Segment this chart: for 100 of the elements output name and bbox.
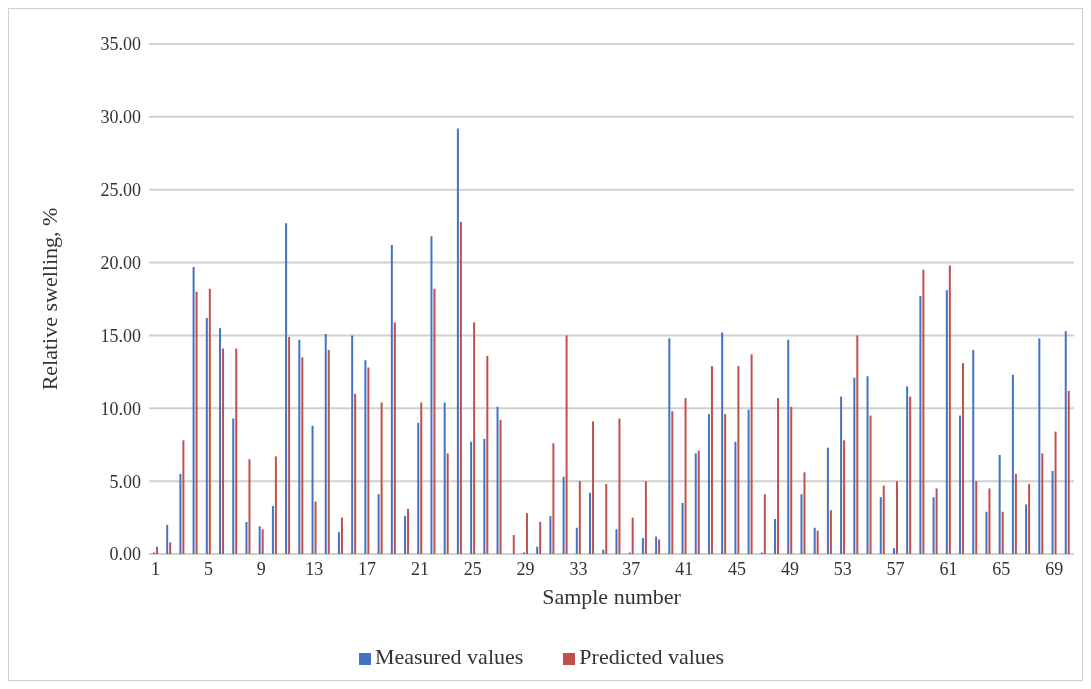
bar xyxy=(205,317,208,554)
bar xyxy=(919,296,922,554)
bar xyxy=(351,335,354,554)
x-tick-label: 5 xyxy=(203,558,213,579)
bar xyxy=(1028,484,1031,554)
bar xyxy=(354,393,357,554)
bar xyxy=(948,265,951,554)
bar xyxy=(589,492,592,554)
y-tick-label: 30.00 xyxy=(100,107,141,128)
x-tick-label: 69 xyxy=(1045,558,1064,579)
bar xyxy=(935,488,938,554)
bar xyxy=(972,350,975,554)
y-tick-label: 15.00 xyxy=(100,325,141,346)
bar xyxy=(932,497,935,554)
bar xyxy=(565,335,568,554)
bar xyxy=(380,402,383,554)
bar xyxy=(892,548,895,554)
bar xyxy=(879,497,882,554)
bar xyxy=(882,485,885,554)
bar xyxy=(575,527,578,554)
x-tick-label: 57 xyxy=(886,558,905,579)
bar xyxy=(248,459,251,554)
x-tick-label: 37 xyxy=(622,558,641,579)
bar xyxy=(1041,453,1044,554)
bar xyxy=(1011,374,1014,554)
bar xyxy=(1067,390,1070,554)
y-tick-label: 10.00 xyxy=(100,398,141,419)
bar xyxy=(988,488,991,554)
bar xyxy=(681,503,684,554)
bar xyxy=(959,415,962,554)
bar xyxy=(219,328,222,554)
bar xyxy=(417,422,420,554)
bar xyxy=(390,245,393,554)
x-tick-label: 41 xyxy=(675,558,694,579)
bar xyxy=(684,398,687,554)
x-tick-label: 65 xyxy=(992,558,1011,579)
bar xyxy=(274,456,277,554)
bar xyxy=(169,542,172,554)
x-tick-label: 61 xyxy=(939,558,958,579)
bar xyxy=(1051,470,1054,554)
bar xyxy=(803,472,806,554)
bar xyxy=(456,128,459,554)
bar xyxy=(707,414,710,554)
bar xyxy=(747,409,750,554)
bar xyxy=(166,524,169,554)
bar xyxy=(473,322,476,554)
bar xyxy=(869,415,872,554)
bar xyxy=(1001,511,1004,554)
bar xyxy=(641,537,644,554)
bar xyxy=(866,376,869,554)
bar xyxy=(552,443,555,554)
bar xyxy=(800,494,803,554)
bar xyxy=(853,377,856,554)
bar xyxy=(337,532,340,554)
bar xyxy=(155,546,158,554)
bar xyxy=(271,505,274,554)
bar xyxy=(499,419,502,554)
bar xyxy=(1014,473,1017,554)
y-tick-label: 0.00 xyxy=(109,544,141,565)
bar xyxy=(549,516,552,554)
bar xyxy=(446,453,449,554)
x-tick-label: 29 xyxy=(516,558,535,579)
bar xyxy=(737,366,740,554)
bar xyxy=(443,402,446,554)
bar xyxy=(393,322,396,554)
bar xyxy=(314,501,317,554)
bar xyxy=(195,291,198,554)
bar xyxy=(364,360,367,554)
bar xyxy=(367,367,370,554)
x-tick-label: 9 xyxy=(256,558,266,579)
bar xyxy=(829,510,832,554)
x-tick-label: 17 xyxy=(358,558,377,579)
bar xyxy=(774,519,777,554)
y-tick-label: 35.00 xyxy=(100,34,141,55)
bar xyxy=(777,398,780,554)
bar xyxy=(536,546,539,554)
bar xyxy=(179,473,182,554)
bar xyxy=(327,350,330,554)
bar xyxy=(763,494,766,554)
bar xyxy=(668,338,671,554)
x-tick-label: 33 xyxy=(569,558,588,579)
bar xyxy=(856,335,859,554)
y-tick-label: 25.00 xyxy=(100,180,141,201)
bar xyxy=(222,348,225,554)
bar xyxy=(998,454,1001,554)
bar xyxy=(404,516,407,554)
y-tick-label: 20.00 xyxy=(100,252,141,273)
x-tick-label: 45 xyxy=(728,558,747,579)
bar xyxy=(433,288,436,554)
y-tick-label: 5.00 xyxy=(109,471,141,492)
y-axis-title: Relative swelling, % xyxy=(36,207,62,391)
bar xyxy=(483,438,486,554)
bar xyxy=(945,290,948,554)
bar xyxy=(605,484,608,554)
bar xyxy=(235,348,238,554)
bar xyxy=(826,447,829,554)
bar xyxy=(486,355,489,554)
bar xyxy=(909,396,912,554)
bar xyxy=(895,481,898,554)
bar xyxy=(724,414,727,554)
